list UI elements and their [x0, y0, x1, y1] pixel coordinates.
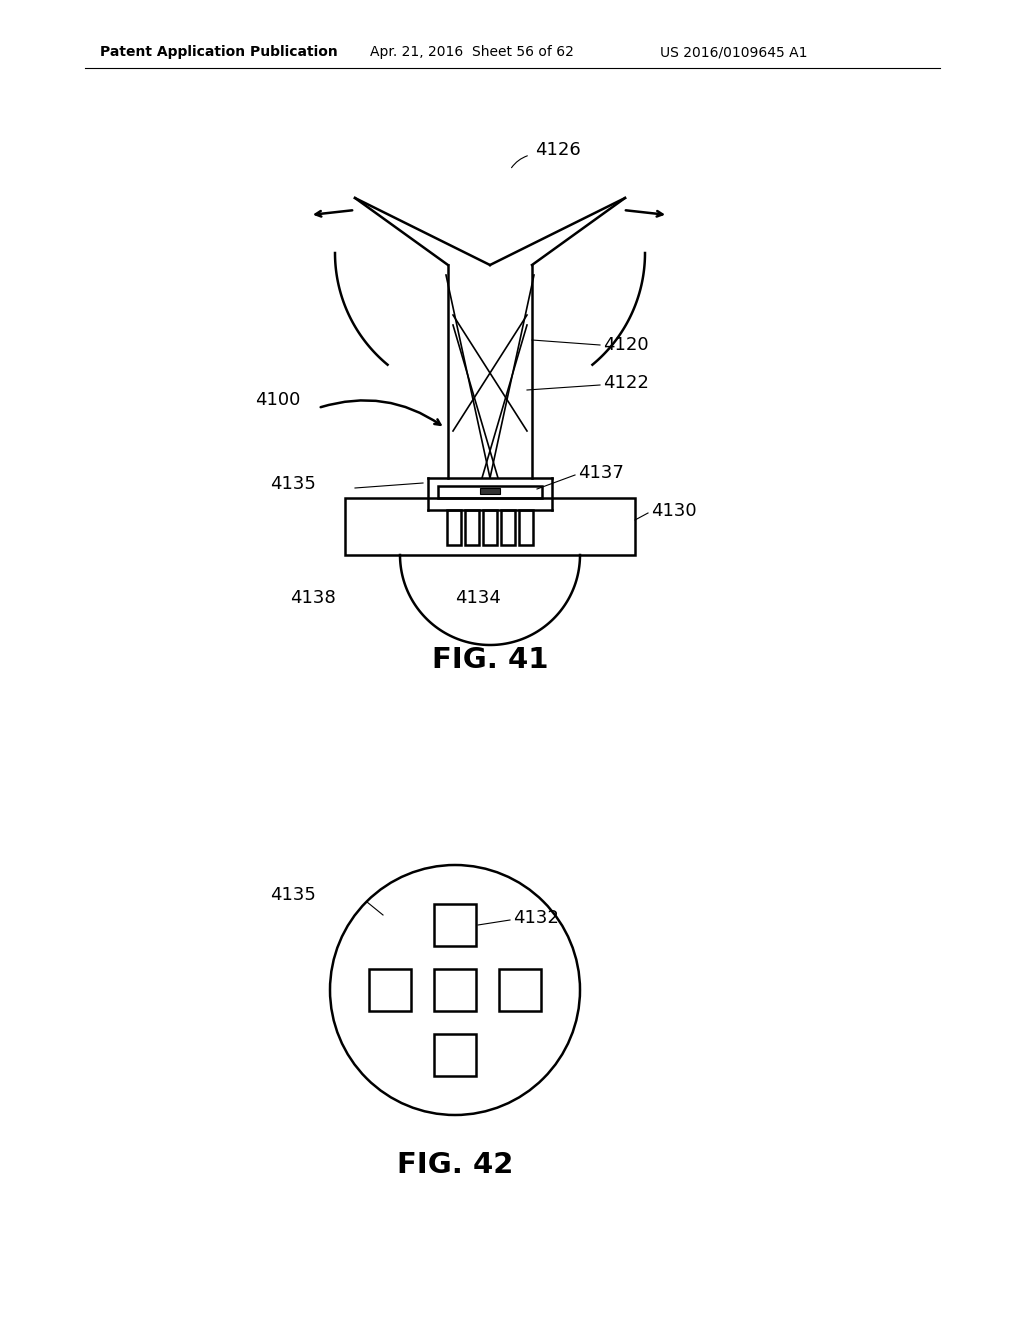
- Text: 4138: 4138: [290, 589, 336, 607]
- Bar: [480, 488, 500, 494]
- Text: 4126: 4126: [535, 141, 581, 158]
- Bar: [465, 510, 479, 545]
- Text: US 2016/0109645 A1: US 2016/0109645 A1: [660, 45, 808, 59]
- Text: FIG. 42: FIG. 42: [397, 1151, 513, 1179]
- Bar: [519, 510, 534, 545]
- Bar: [483, 510, 497, 545]
- Text: 4132: 4132: [513, 909, 559, 927]
- Text: 4122: 4122: [603, 374, 649, 392]
- Bar: [434, 1034, 476, 1076]
- Bar: [499, 969, 541, 1011]
- Text: 4120: 4120: [603, 337, 648, 354]
- Text: 4134: 4134: [455, 589, 501, 607]
- Bar: [447, 510, 461, 545]
- Bar: [434, 904, 476, 946]
- Text: 4130: 4130: [651, 502, 696, 520]
- Bar: [438, 486, 542, 498]
- Text: 4100: 4100: [255, 391, 300, 409]
- Text: Patent Application Publication: Patent Application Publication: [100, 45, 338, 59]
- Text: 4135: 4135: [270, 475, 315, 492]
- Text: FIG. 41: FIG. 41: [432, 645, 548, 675]
- Bar: [345, 498, 635, 554]
- Bar: [369, 969, 411, 1011]
- Bar: [501, 510, 515, 545]
- Text: 4137: 4137: [578, 465, 624, 482]
- Text: 4135: 4135: [270, 886, 315, 904]
- Bar: [434, 969, 476, 1011]
- Text: Apr. 21, 2016  Sheet 56 of 62: Apr. 21, 2016 Sheet 56 of 62: [370, 45, 573, 59]
